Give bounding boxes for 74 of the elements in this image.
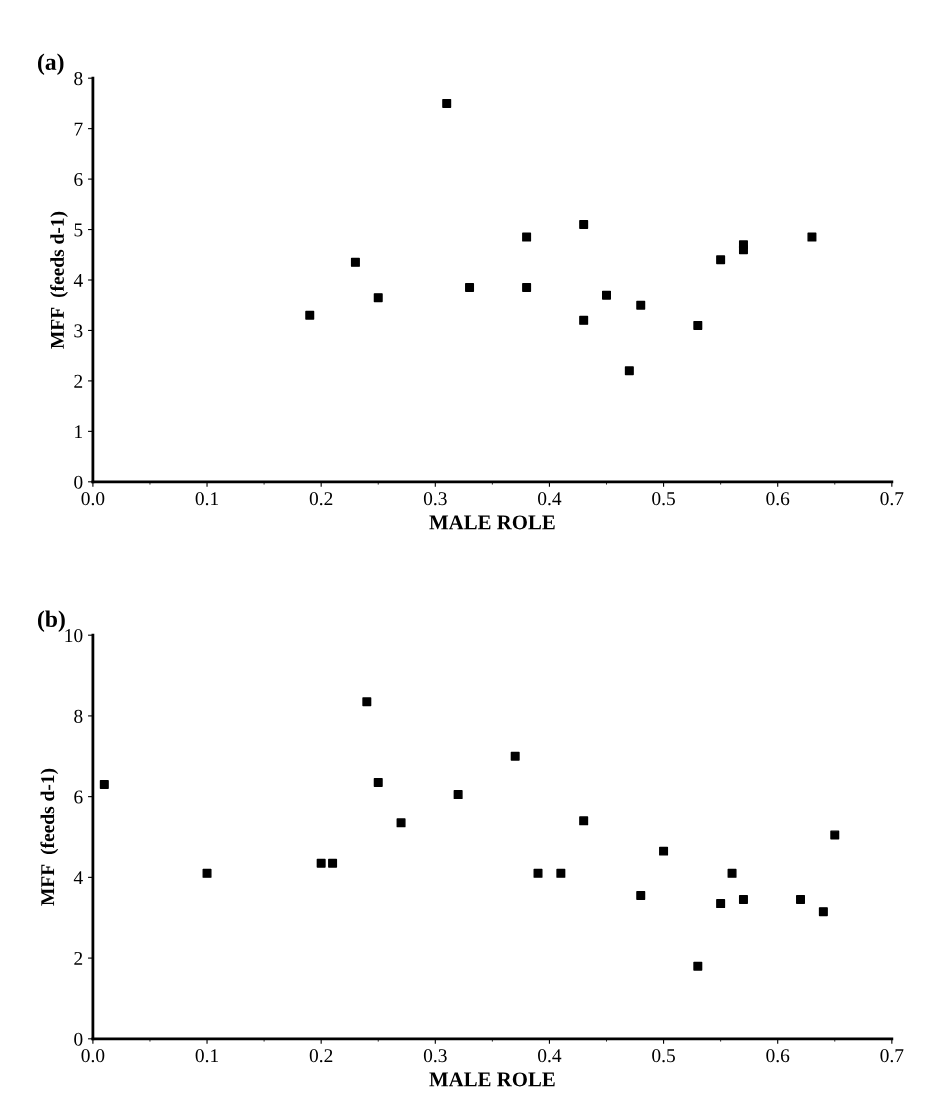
x-tick-label: 0.3 (423, 492, 447, 506)
y-tick-label: 2 (74, 951, 83, 965)
point (738, 245, 748, 255)
y-tick-label: 8 (74, 709, 83, 723)
x-tick-label: 0.3 (423, 1049, 447, 1063)
point (636, 300, 646, 310)
x-tick-label: 0.0 (81, 492, 105, 506)
x-tick-label: 0.2 (309, 492, 333, 506)
point (636, 891, 646, 901)
point (99, 780, 109, 790)
y-tick-label: 3 (74, 324, 83, 338)
y-axis-title: MFF (feeds d-1) (50, 211, 68, 349)
x-tick-label: 0.6 (766, 1049, 790, 1063)
x-tick-label: 0.5 (652, 492, 675, 506)
point (533, 868, 543, 878)
point (602, 290, 612, 300)
point (556, 868, 566, 878)
point (522, 232, 532, 242)
point (818, 907, 828, 917)
point (328, 858, 338, 868)
chart-title: (b) (38, 610, 65, 632)
point (796, 895, 806, 905)
point (716, 899, 726, 909)
point (693, 320, 703, 330)
y-tick-label: 10 (65, 629, 83, 643)
point (807, 232, 817, 242)
point (716, 255, 726, 265)
x-tick-label: 0.1 (195, 492, 219, 506)
point (305, 310, 315, 320)
x-tick-label: 0.2 (309, 1049, 333, 1063)
point (830, 830, 840, 840)
y-tick-label: 7 (74, 122, 83, 136)
point (373, 778, 383, 788)
point (453, 790, 463, 800)
y-tick-label: 4 (73, 871, 83, 885)
point (442, 98, 452, 108)
y-tick-label: 0 (74, 475, 83, 489)
point (522, 283, 532, 293)
x-tick-label: 0.7 (880, 1049, 904, 1063)
point (579, 220, 589, 230)
x-tick-label: 0.6 (766, 492, 790, 506)
point (465, 283, 475, 293)
point (624, 366, 634, 376)
point (727, 868, 737, 878)
x-tick-label: 0.4 (538, 492, 562, 506)
x-tick-label: 0.4 (538, 1049, 562, 1063)
x-tick-label: 0.0 (81, 1049, 105, 1063)
point (362, 697, 372, 707)
x-tick-label: 0.7 (880, 492, 904, 506)
point (350, 257, 360, 267)
y-axis-title: MFF (feeds d-1) (40, 768, 59, 906)
y-tick-label: 1 (75, 425, 83, 439)
point (202, 868, 212, 878)
x-tick-label: 0.5 (652, 1049, 675, 1063)
point (659, 846, 669, 856)
point (738, 895, 748, 905)
y-tick-label: 8 (74, 72, 83, 86)
point (373, 293, 383, 303)
point (316, 858, 326, 868)
y-tick-label: 6 (74, 172, 83, 187)
point (510, 751, 520, 761)
point (579, 816, 589, 826)
x-axis-title: MALE ROLE (429, 1072, 555, 1087)
point (579, 315, 589, 325)
chart-title: (a) (38, 53, 64, 75)
point (693, 961, 703, 971)
y-tick-label: 0 (74, 1032, 83, 1046)
x-axis-title: MALE ROLE (429, 515, 555, 530)
point (396, 818, 406, 828)
y-tick-label: 6 (74, 790, 83, 804)
y-tick-label: 4 (73, 273, 83, 287)
y-tick-label: 5 (74, 223, 83, 237)
x-tick-label: 0.1 (195, 1049, 219, 1063)
y-tick-label: 2 (74, 374, 83, 388)
